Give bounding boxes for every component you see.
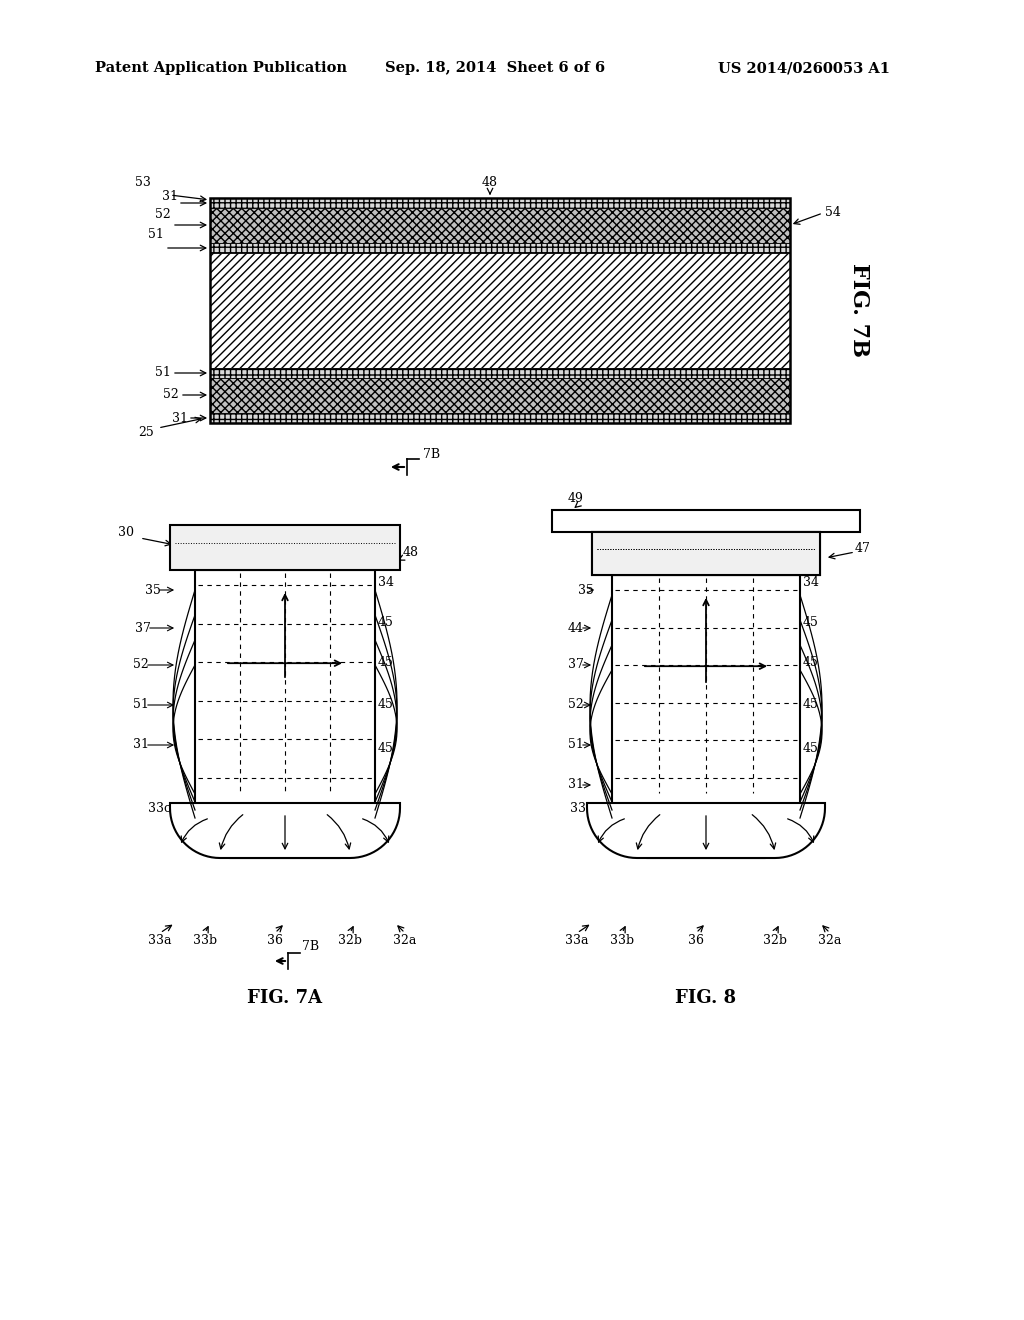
Text: 33a: 33a <box>148 935 172 948</box>
Polygon shape <box>195 570 375 858</box>
Text: 37: 37 <box>135 622 151 635</box>
Text: 49: 49 <box>568 491 584 504</box>
Text: 32a: 32a <box>393 935 417 948</box>
Text: 51: 51 <box>568 738 584 751</box>
Text: 32a: 32a <box>818 935 842 948</box>
Bar <box>210 378 790 413</box>
Text: 7B: 7B <box>302 940 319 953</box>
Text: 25: 25 <box>138 426 154 440</box>
Bar <box>552 510 860 532</box>
Bar <box>210 209 790 243</box>
Bar <box>210 198 790 209</box>
Bar <box>592 532 820 576</box>
Text: 32c: 32c <box>362 801 385 814</box>
Text: 45: 45 <box>378 656 394 668</box>
Text: 32c: 32c <box>795 801 818 814</box>
Text: 48: 48 <box>482 177 498 190</box>
Text: 48: 48 <box>403 546 419 560</box>
Polygon shape <box>587 803 825 858</box>
Text: 52: 52 <box>163 388 179 401</box>
Text: 32b: 32b <box>338 935 362 948</box>
Text: 45: 45 <box>803 698 819 711</box>
Text: 32b: 32b <box>763 935 787 948</box>
Text: 35: 35 <box>578 583 594 597</box>
Text: 51: 51 <box>155 367 171 380</box>
Text: 51: 51 <box>133 698 148 711</box>
Text: 44: 44 <box>568 622 584 635</box>
Text: Patent Application Publication: Patent Application Publication <box>95 61 347 75</box>
Text: 34: 34 <box>378 577 394 590</box>
Text: FIG. 8: FIG. 8 <box>676 989 736 1007</box>
Text: 51: 51 <box>148 228 164 242</box>
Text: 35: 35 <box>145 583 161 597</box>
Bar <box>210 413 790 422</box>
Bar <box>210 243 790 253</box>
Text: Sep. 18, 2014  Sheet 6 of 6: Sep. 18, 2014 Sheet 6 of 6 <box>385 61 605 75</box>
Text: 45: 45 <box>803 656 819 668</box>
Text: 36: 36 <box>267 935 283 948</box>
Bar <box>170 525 400 570</box>
Text: 33b: 33b <box>610 935 634 948</box>
Text: 45: 45 <box>378 742 394 755</box>
Text: US 2014/0260053 A1: US 2014/0260053 A1 <box>718 61 890 75</box>
Text: 31: 31 <box>133 738 150 751</box>
Text: 31: 31 <box>568 779 584 792</box>
Text: 47: 47 <box>855 541 870 554</box>
Text: FIG. 7B: FIG. 7B <box>848 263 870 356</box>
Bar <box>210 368 790 378</box>
Text: 37: 37 <box>568 659 584 672</box>
Text: 45: 45 <box>378 615 394 628</box>
Text: 52: 52 <box>155 209 171 222</box>
Text: 52: 52 <box>568 698 584 711</box>
Text: 45: 45 <box>378 698 394 711</box>
Bar <box>210 253 790 368</box>
Text: 53: 53 <box>135 176 151 189</box>
Polygon shape <box>612 576 800 858</box>
Text: 45: 45 <box>803 615 819 628</box>
Text: 31: 31 <box>172 412 188 425</box>
Bar <box>592 532 820 576</box>
Text: 33c: 33c <box>148 801 171 814</box>
Text: 34: 34 <box>803 577 819 590</box>
Text: 54: 54 <box>825 206 841 219</box>
Text: 33a: 33a <box>565 935 589 948</box>
Text: 36: 36 <box>688 935 705 948</box>
Text: FIG. 7A: FIG. 7A <box>248 989 323 1007</box>
Text: 45: 45 <box>803 742 819 755</box>
Text: 33b: 33b <box>193 935 217 948</box>
Text: 31: 31 <box>162 190 178 202</box>
Text: 52: 52 <box>133 659 148 672</box>
Text: 30: 30 <box>118 525 134 539</box>
Polygon shape <box>170 803 400 858</box>
Bar <box>210 198 790 422</box>
Text: 7B: 7B <box>423 449 440 462</box>
Text: 33c: 33c <box>570 801 593 814</box>
